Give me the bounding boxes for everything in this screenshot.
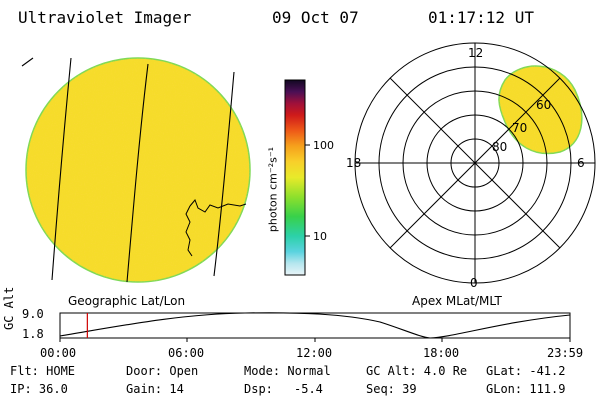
left-panel-caption: Geographic Lat/Lon — [68, 294, 186, 308]
status-mode: Mode: Normal — [244, 364, 331, 378]
mlt-label-6: 6 — [577, 156, 585, 170]
colorbar-tick-10: 10 — [313, 230, 327, 243]
polar-plot — [354, 42, 596, 284]
uv-earth-disk — [21, 57, 251, 283]
right-panel-caption: Apex MLat/MLT — [412, 294, 502, 308]
timeline-axis-label: GC Alt — [2, 286, 16, 330]
status-ip: IP: 36.0 — [10, 382, 68, 396]
timeline-tick-0000: 00:00 — [40, 346, 77, 360]
status-glon: GLon: 111.9 — [486, 382, 566, 396]
mlt-label-18: 18 — [346, 156, 362, 170]
timeline-tick-1800: 18:00 — [423, 346, 460, 360]
status-seq: Seq: 39 — [366, 382, 417, 396]
colorbar — [284, 79, 310, 276]
mlt-label-0: 0 — [470, 276, 478, 290]
timeline-ymax: 9.0 — [22, 307, 44, 321]
instrument-title: Ultraviolet Imager — [18, 8, 192, 27]
colorbar-tick-100: 100 — [313, 139, 334, 152]
altitude-curve — [59, 312, 571, 339]
status-dsp-label: Dsp: — [244, 382, 273, 396]
timeline-ymin: 1.8 — [22, 327, 44, 341]
status-gain: Gain: 14 — [126, 382, 184, 396]
status-glat: GLat: -41.2 — [486, 364, 566, 378]
time-label: 01:17:12 UT — [428, 8, 534, 27]
timeline-tick-1200: 12:00 — [296, 346, 333, 360]
mlat-label-60: 60 — [536, 98, 552, 112]
timeline-tick-0600: 06:00 — [168, 346, 205, 360]
mlat-label-70: 70 — [512, 121, 528, 135]
timeline-panel — [59, 312, 571, 342]
mlat-label-80: 80 — [492, 140, 508, 154]
date-label: 09 Oct 07 — [272, 8, 359, 27]
coastline — [185, 199, 247, 257]
status-door: Door: Open — [126, 364, 199, 378]
status-gcalt: GC Alt: 4.0 Re — [366, 364, 468, 378]
colorbar-unit-label: photon cm⁻²s⁻¹ — [266, 146, 280, 233]
mlt-label-12: 12 — [468, 46, 484, 60]
timeline-ticks — [59, 338, 571, 342]
timeline-tick-2359: 23:59 — [547, 346, 584, 360]
status-flt: Flt: HOME — [10, 364, 76, 378]
longitude-lines — [21, 57, 235, 283]
status-dsp-value: -5.4 — [294, 382, 323, 396]
